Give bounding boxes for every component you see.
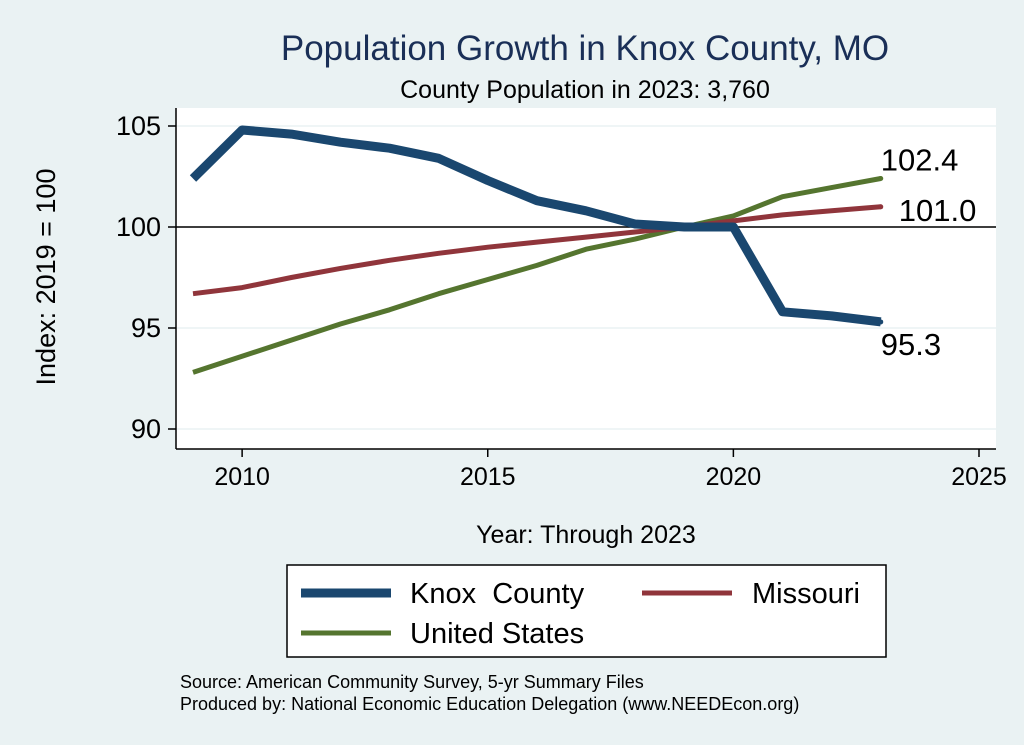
- end-label-missouri: 101.0: [899, 193, 977, 228]
- series-end-point-knox-county: [878, 319, 884, 325]
- x-tick-label-2025: 2025: [951, 463, 1007, 491]
- end-labels: 95.3 101.0 102.4: [881, 143, 977, 362]
- series-end-point-united-states: [878, 176, 884, 182]
- axes: 90 95 100 105 2010 2015 2020 2025: [116, 108, 1007, 491]
- x-tick-label-2015: 2015: [460, 463, 516, 491]
- legend-label-knox-county: Knox County: [410, 578, 585, 610]
- end-label-knox-county: 95.3: [881, 327, 941, 362]
- legend: Knox County Missouri United States: [286, 564, 887, 658]
- legend-label-missouri: Missouri: [752, 578, 860, 610]
- plot-area: [176, 108, 996, 449]
- y-tick-label-90: 90: [131, 414, 161, 444]
- series-line-missouri: [192, 204, 882, 297]
- end-label-united-states: 102.4: [881, 143, 959, 178]
- legend-label-united-states: United States: [410, 618, 584, 650]
- x-axis-title: Year: Through 2023: [476, 521, 696, 549]
- chart-subtitle: County Population in 2023: 3,760: [400, 76, 770, 104]
- y-axis-title: Index: 2019 = 100: [31, 169, 61, 386]
- y-tick-label-100: 100: [116, 212, 161, 242]
- chart-title: Population Growth in Knox County, MO: [281, 29, 889, 68]
- x-tick-label-2010: 2010: [214, 463, 270, 491]
- legend-box: [286, 564, 887, 658]
- series-end-point-missouri: [878, 204, 884, 210]
- produced-by-note: Produced by: National Economic Education…: [180, 694, 799, 714]
- y-tick-label-95: 95: [131, 313, 161, 343]
- y-tick-label-105: 105: [116, 111, 161, 141]
- x-tick-label-2020: 2020: [706, 463, 762, 491]
- series-lines: [189, 125, 884, 375]
- source-note: Source: American Community Survey, 5-yr …: [180, 672, 644, 692]
- series-line-united-states: [192, 176, 882, 375]
- series-line-knox-county: [189, 125, 882, 327]
